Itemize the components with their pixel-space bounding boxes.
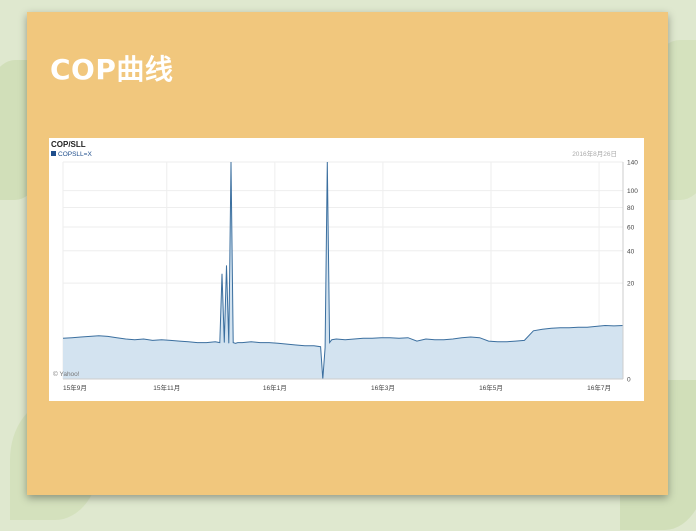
watermark: © Yahoo! [53,370,80,378]
chart-container: COP/SLL COPSLL=X 2016年8月26日 140 100 80 60 40… [49,138,644,401]
y-tick-label: 20 [627,281,635,288]
chart-svg: COP/SLL COPSLL=X 2016年8月26日 140 100 80 60 40… [51,140,638,392]
slide-title: COP曲线 [50,53,174,86]
x-axis: 15年9月 15年11月 16年1月 16年3月 16年5月 16年7月 [63,383,611,392]
x-tick-label: 16年1月 [263,383,287,392]
x-tick-label: 16年5月 [479,383,503,392]
y-tick-label: 80 [627,205,635,212]
y-tick-label: 140 [627,160,638,167]
y-tick-label: 40 [627,248,635,255]
x-tick-label: 16年3月 [371,383,395,392]
slide: COP曲线 COP/SLL COPSLL=X 2016年8月26日 140 100… [27,12,668,495]
y-tick-label: 100 [627,188,638,195]
series-area [63,162,623,379]
chart-title: COP/SLL [51,140,86,149]
chart-date: 2016年8月26日 [572,149,617,158]
y-tick-label: 60 [627,224,635,231]
y-tick-label: 0 [627,377,631,384]
legend-label: COPSLL=X [58,151,92,158]
legend-swatch [51,151,56,156]
x-tick-label: 16年7月 [587,383,611,392]
y-axis: 140 100 80 60 40 20 0 [627,160,638,384]
x-tick-label: 15年9月 [63,383,87,392]
x-tick-label: 15年11月 [153,383,180,392]
